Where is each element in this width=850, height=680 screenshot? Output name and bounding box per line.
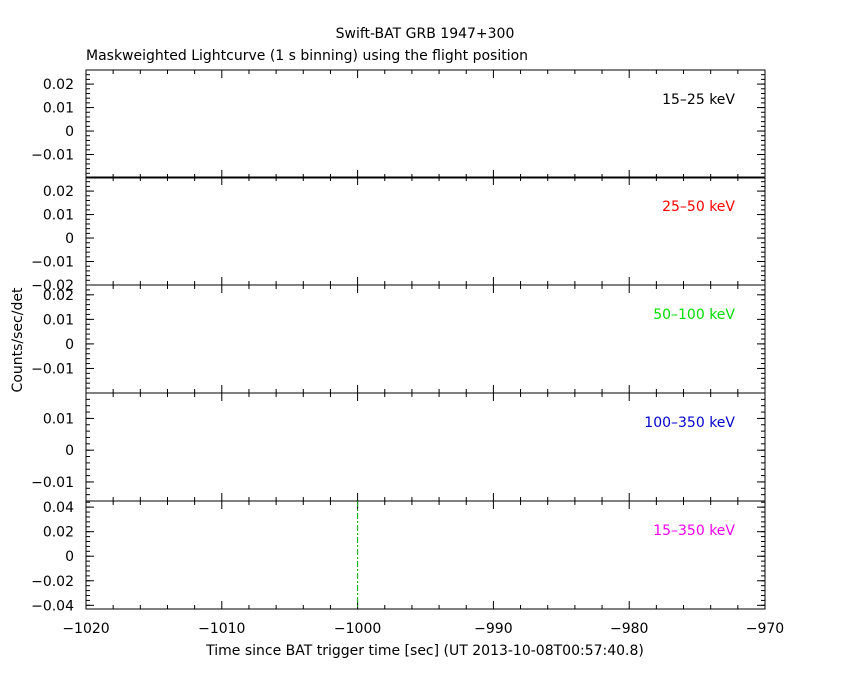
y-tick-label: 0	[65, 337, 74, 353]
chart-subtitle: Maskweighted Lightcurve (1 s binning) us…	[86, 48, 528, 64]
y-tick-label: 0.04	[43, 500, 74, 516]
y-tick-label: 0	[65, 124, 74, 140]
x-tick-label: −1000	[334, 621, 381, 637]
y-tick-label: 0	[65, 549, 74, 565]
y-tick-label: 0.02	[43, 525, 74, 541]
y-tick-label: 0.01	[43, 411, 74, 427]
y-tick-label: 0.01	[43, 101, 74, 117]
band-label: 15–350 keV	[653, 523, 735, 539]
x-tick-label: −1020	[62, 621, 109, 637]
x-tick-label: −1010	[198, 621, 245, 637]
panel-2: 0.02 0.01 0 −0.01 −0.02 25–50 keV	[31, 176, 766, 294]
y-tick-label: 0	[65, 443, 74, 459]
x-axis-label: Time since BAT trigger time [sec] (UT 20…	[205, 643, 644, 659]
band-label: 50–100 keV	[653, 307, 735, 323]
panel-3: 0.02 0.01 0 −0.01 50–100 keV	[31, 284, 766, 394]
y-tick-label: −0.02	[31, 574, 74, 590]
y-tick-label: −0.01	[31, 148, 74, 164]
panel-1: 0.02 0.01 0 −0.01 15–25 keV	[31, 69, 766, 179]
panel-4: 0.01 0 −0.01 100–350 keV	[31, 392, 766, 502]
y-tick-label: −0.01	[31, 255, 74, 271]
x-tick-label: −980	[610, 621, 648, 637]
panel-5: 0.04 0.02 0 −0.02 −0.04 15–350 keV	[31, 500, 766, 614]
panel-frame	[85, 500, 766, 610]
y-axis-label: Counts/sec/det	[10, 287, 26, 392]
y-tick-label: −0.01	[31, 361, 74, 377]
band-label: 15–25 keV	[662, 92, 735, 108]
y-tick-label: 0.01	[43, 208, 74, 224]
y-tick-label: 0.02	[43, 288, 74, 304]
panel-frame	[85, 284, 766, 394]
panel-frame	[85, 392, 766, 502]
y-tick-label: −0.01	[31, 475, 74, 491]
band-label: 25–50 keV	[662, 199, 735, 215]
y-tick-label: −0.04	[31, 598, 74, 614]
x-tick-label: −970	[746, 621, 784, 637]
y-tick-label: −0.02	[31, 278, 74, 294]
y-tick-label: 0	[65, 231, 74, 247]
x-tick-label: −990	[474, 621, 512, 637]
panel-frame	[85, 69, 766, 179]
y-tick-label: 0.02	[43, 77, 74, 93]
panel-frame	[85, 176, 766, 286]
chart-title: Swift-BAT GRB 1947+300	[336, 26, 515, 42]
y-tick-label: 0.01	[43, 312, 74, 328]
y-tick-label: 0.02	[43, 184, 74, 200]
band-label: 100–350 keV	[644, 415, 735, 431]
